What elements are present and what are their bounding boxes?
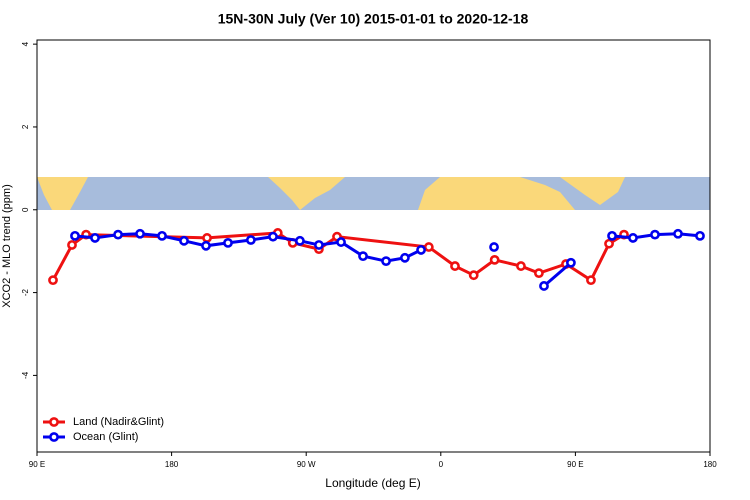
point — [113, 229, 123, 240]
legend-label: Land (Nadir&Glint) — [73, 416, 164, 428]
x-tick-label: 90 E — [29, 460, 45, 469]
y-tick-label: 4 — [21, 41, 30, 46]
point — [628, 233, 638, 243]
point — [650, 229, 660, 240]
y-tick-label: 2 — [21, 124, 30, 129]
point — [179, 235, 189, 246]
point — [673, 228, 683, 239]
point — [450, 261, 460, 271]
x-axis-label: Longitude (deg E) — [325, 476, 420, 490]
point — [516, 261, 526, 271]
point — [336, 237, 346, 247]
point — [202, 233, 212, 243]
point — [604, 238, 614, 249]
point — [586, 275, 596, 286]
point — [695, 230, 705, 241]
point — [468, 270, 479, 281]
point — [268, 231, 278, 242]
point — [381, 256, 391, 267]
x-tick-label: 180 — [703, 460, 717, 469]
point — [245, 235, 256, 245]
y-tick-label: -4 — [21, 371, 30, 379]
point — [423, 242, 434, 252]
plot-frame — [36, 39, 711, 453]
point — [135, 228, 145, 239]
point — [539, 281, 549, 291]
map-strip — [37, 177, 710, 210]
point — [90, 233, 100, 243]
point — [489, 242, 499, 252]
point — [48, 275, 58, 286]
point — [157, 230, 167, 241]
point — [534, 268, 544, 279]
point — [223, 237, 233, 248]
point — [358, 251, 368, 262]
x-tick-label: 90 W — [297, 460, 316, 469]
point — [70, 230, 80, 241]
point — [566, 257, 576, 268]
y-tick-label: 0 — [21, 207, 30, 212]
y-tick-label: -2 — [21, 288, 30, 296]
legend-marker — [49, 417, 59, 427]
point — [201, 240, 211, 251]
x-tick-label: 180 — [165, 460, 179, 469]
x-tick-label: 90 E — [567, 460, 583, 469]
point — [314, 240, 324, 250]
point — [400, 252, 410, 263]
point — [67, 240, 77, 250]
point — [607, 230, 617, 241]
point — [295, 235, 305, 246]
point — [416, 245, 426, 255]
x-tick-label: 0 — [439, 460, 444, 469]
legend-marker — [49, 432, 59, 442]
chart-title: 15N-30N July (Ver 10) 2015-01-01 to 2020… — [218, 11, 529, 27]
legend-label: Ocean (Glint) — [73, 431, 138, 443]
point — [489, 254, 500, 265]
y-axis-label: XCO2 - MLO trend (ppm) — [1, 184, 13, 307]
